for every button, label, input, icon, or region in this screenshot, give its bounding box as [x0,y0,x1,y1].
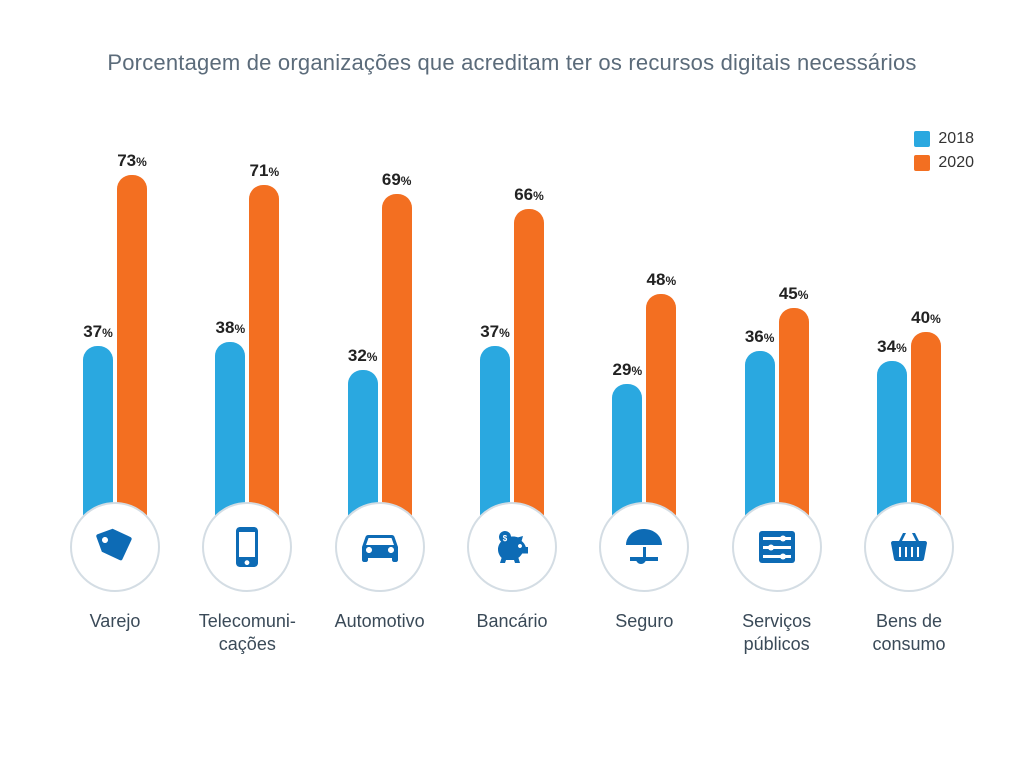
bar-2018-varejo: 37% [83,322,113,522]
bar-label-2020-seguro: 48% [647,270,677,290]
bar-label-2020-servicos: 45% [779,284,809,304]
category-group-bens: 34% 40% Bens de consumo [844,132,974,656]
category-label-bens: Bens de consumo [844,610,974,656]
bars-servicos: 36% 45% [745,132,809,522]
bar-rect-2018-telecom [215,342,245,523]
category-group-servicos: 36% 45% Serviços públicos [712,132,842,656]
bar-rect-2020-bens [911,332,941,522]
bar-rect-2018-servicos [745,351,775,522]
bar-rect-2018-bens [877,361,907,523]
bar-label-2020-bens: 40% [911,308,941,328]
chart-area: 37% 73% Varejo 38% 71% Telecomuni-cações [40,116,984,656]
bar-label-2018-seguro: 29% [613,360,643,380]
tag-icon [70,502,160,592]
category-label-bancario: Bancário [476,610,547,656]
bar-label-2020-varejo: 73% [117,151,147,171]
bar-2018-seguro: 29% [612,360,642,522]
bar-2018-bens: 34% [877,337,907,523]
bars-seguro: 29% 48% [612,132,676,522]
bar-2020-bancario: 66% [514,185,544,523]
category-label-varejo: Varejo [90,610,141,656]
chart-title: Porcentagem de organizações que acredita… [40,50,984,76]
category-group-varejo: 37% 73% Varejo [50,132,180,656]
bar-2020-automotivo: 69% [382,170,412,522]
bar-2020-telecom: 71% [249,161,279,522]
bar-rect-2018-varejo [83,346,113,522]
bar-label-2020-automotivo: 69% [382,170,412,190]
bar-2020-servicos: 45% [779,284,809,522]
bar-rect-2020-servicos [779,308,809,522]
category-label-automotivo: Automotivo [335,610,425,656]
bars-varejo: 37% 73% [83,132,147,522]
category-label-telecom: Telecomuni-cações [199,610,296,656]
umbrella-icon [599,502,689,592]
bars-bancario: 37% 66% [480,132,544,522]
bar-rect-2018-bancario [480,346,510,522]
chart-container: Porcentagem de organizações que acredita… [0,0,1024,777]
bars-bens: 34% 40% [877,132,941,522]
bar-label-2018-automotivo: 32% [348,346,378,366]
bar-label-2018-bens: 34% [877,337,907,357]
bar-rect-2020-automotivo [382,194,412,522]
legend-label-2020: 2020 [938,154,974,172]
bar-rect-2018-automotivo [348,370,378,522]
bar-label-2018-telecom: 38% [216,318,246,338]
bar-2018-bancario: 37% [480,322,510,522]
bar-rect-2020-bancario [514,209,544,523]
car-icon [335,502,425,592]
legend-label-2018: 2018 [938,130,974,148]
bar-label-2020-bancario: 66% [514,185,544,205]
category-group-automotivo: 32% 69% Automotivo [315,132,445,656]
sliders-icon [732,502,822,592]
category-group-seguro: 29% 48% Seguro [579,132,709,656]
bar-label-2018-bancario: 37% [480,322,510,342]
bar-label-2018-servicos: 36% [745,327,775,347]
category-label-servicos: Serviços públicos [712,610,842,656]
category-group-telecom: 38% 71% Telecomuni-cações [182,132,312,656]
basket-icon [864,502,954,592]
bar-2018-telecom: 38% [215,318,245,523]
bars-telecom: 38% 71% [215,132,279,522]
svg-text:$: $ [503,534,508,543]
category-label-seguro: Seguro [615,610,673,656]
bar-2018-automotivo: 32% [348,346,378,522]
bar-2020-seguro: 48% [646,270,676,522]
bar-2020-bens: 40% [911,308,941,522]
category-group-bancario: 37% 66% $ Bancário [447,132,577,656]
bar-rect-2020-seguro [646,294,676,522]
bars-automotivo: 32% 69% [348,132,412,522]
phone-icon [202,502,292,592]
bar-rect-2020-telecom [249,185,279,522]
bar-label-2018-varejo: 37% [83,322,113,342]
bar-2020-varejo: 73% [117,151,147,522]
bar-label-2020-telecom: 71% [250,161,280,181]
bar-rect-2020-varejo [117,175,147,522]
bar-2018-servicos: 36% [745,327,775,522]
piggy-icon: $ [467,502,557,592]
